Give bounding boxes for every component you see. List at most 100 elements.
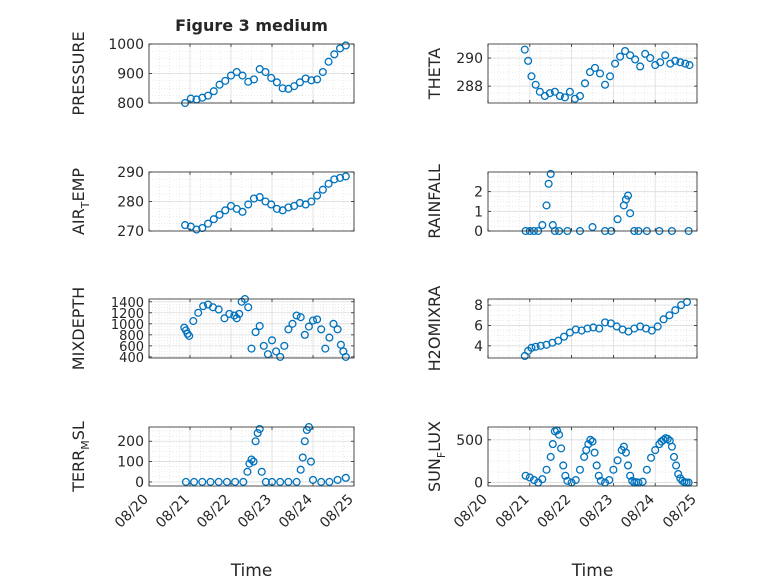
data-point	[595, 324, 604, 333]
data-point	[276, 477, 285, 486]
y-axis-label-text: TERR	[69, 450, 88, 493]
data-point	[238, 71, 247, 80]
data-point	[306, 457, 316, 466]
data-point	[557, 444, 566, 453]
data-point	[333, 475, 342, 484]
data-point	[324, 57, 333, 66]
data-point	[243, 467, 252, 476]
y-tick-label: 290	[117, 165, 144, 181]
data-point	[190, 477, 199, 486]
data-point	[554, 336, 563, 345]
data-point	[288, 319, 297, 328]
y-tick-label: 270	[117, 224, 144, 240]
data-point	[239, 477, 248, 486]
data-point	[542, 465, 551, 474]
data-point	[525, 473, 534, 482]
data-point	[621, 195, 630, 204]
data-point	[531, 80, 540, 89]
y-tick-label: 800	[117, 96, 144, 112]
y-axis-label-subscript: M	[79, 440, 92, 450]
y-tick-label: 2	[474, 185, 483, 201]
data-point	[318, 67, 327, 77]
data-point	[583, 324, 592, 333]
data-point	[292, 311, 301, 320]
data-point	[304, 322, 313, 331]
y-axis-label-subscript: T	[79, 201, 92, 209]
data-point	[575, 91, 585, 101]
data-point	[232, 314, 241, 323]
data-point	[621, 448, 630, 457]
y-tick-label: 1200	[111, 307, 144, 322]
data-point	[221, 206, 230, 215]
data-point	[259, 341, 268, 350]
data-point	[681, 59, 690, 68]
data-point	[565, 87, 574, 96]
data-point	[247, 455, 256, 464]
data-point	[296, 313, 305, 322]
data-point	[656, 58, 665, 67]
y-axis-label-text: PRESSURE	[69, 31, 88, 115]
data-point	[527, 72, 536, 81]
data-point	[276, 352, 285, 361]
data-point	[255, 193, 264, 202]
data-point	[209, 87, 218, 96]
data-point	[653, 322, 662, 331]
data-point	[232, 67, 241, 77]
data-point	[616, 52, 625, 61]
y-tick-label: 288	[456, 79, 483, 95]
y-axis-label: MIXDEPTH	[69, 287, 88, 370]
data-point	[251, 328, 260, 337]
data-point	[642, 465, 651, 474]
data-point	[580, 79, 590, 88]
y-axis-label-text: SUN	[425, 458, 444, 492]
data-point	[542, 201, 551, 210]
data-point	[261, 67, 270, 77]
data-point	[272, 204, 281, 213]
data-point	[521, 471, 530, 480]
data-point	[185, 331, 194, 340]
data-point	[636, 62, 645, 71]
data-point	[674, 469, 683, 479]
y-tick-label: 100	[117, 455, 144, 471]
subplot-pressure: 800 900 1000 PRESSURE Figure 3 medium	[69, 16, 355, 116]
data-point	[550, 87, 559, 96]
data-point	[183, 329, 192, 338]
y-tick-label: 1000	[111, 318, 144, 333]
data-point	[626, 51, 635, 60]
data-point	[198, 224, 207, 233]
y-tick-label: 0	[135, 475, 144, 491]
subplot-air-temp: 270 280 290 AIRTEMP	[69, 165, 355, 240]
data-point	[623, 461, 633, 470]
y-axis-label-text: MIXDEPTH	[69, 287, 88, 370]
data-point	[298, 453, 307, 462]
data-point	[307, 76, 316, 85]
data-point	[324, 179, 333, 188]
data-point	[560, 93, 569, 102]
y-tick-label: 600	[119, 340, 144, 355]
axes-box	[487, 298, 698, 359]
data-point	[672, 461, 681, 470]
data-point	[295, 198, 304, 208]
data-point	[685, 61, 694, 70]
data-point	[341, 473, 350, 482]
data-point	[613, 456, 622, 465]
data-point	[596, 476, 605, 485]
data-point	[313, 191, 322, 200]
data-point	[261, 477, 270, 486]
data-point	[330, 175, 339, 184]
y-tick-label: 4	[474, 339, 483, 355]
figure-title: Figure 3 medium	[175, 16, 328, 35]
data-point	[676, 58, 685, 67]
data-point	[671, 56, 680, 65]
data-point	[665, 311, 674, 320]
data-point	[325, 477, 334, 486]
y-tick-label: 400	[119, 351, 144, 366]
data-point	[605, 475, 614, 485]
data-point	[606, 72, 615, 81]
data-point	[589, 323, 598, 332]
y-axis-label-text: THETA	[425, 48, 444, 100]
data-point	[300, 330, 309, 339]
data-point	[249, 457, 258, 466]
y-axis-label: RAINFALL	[425, 164, 444, 239]
